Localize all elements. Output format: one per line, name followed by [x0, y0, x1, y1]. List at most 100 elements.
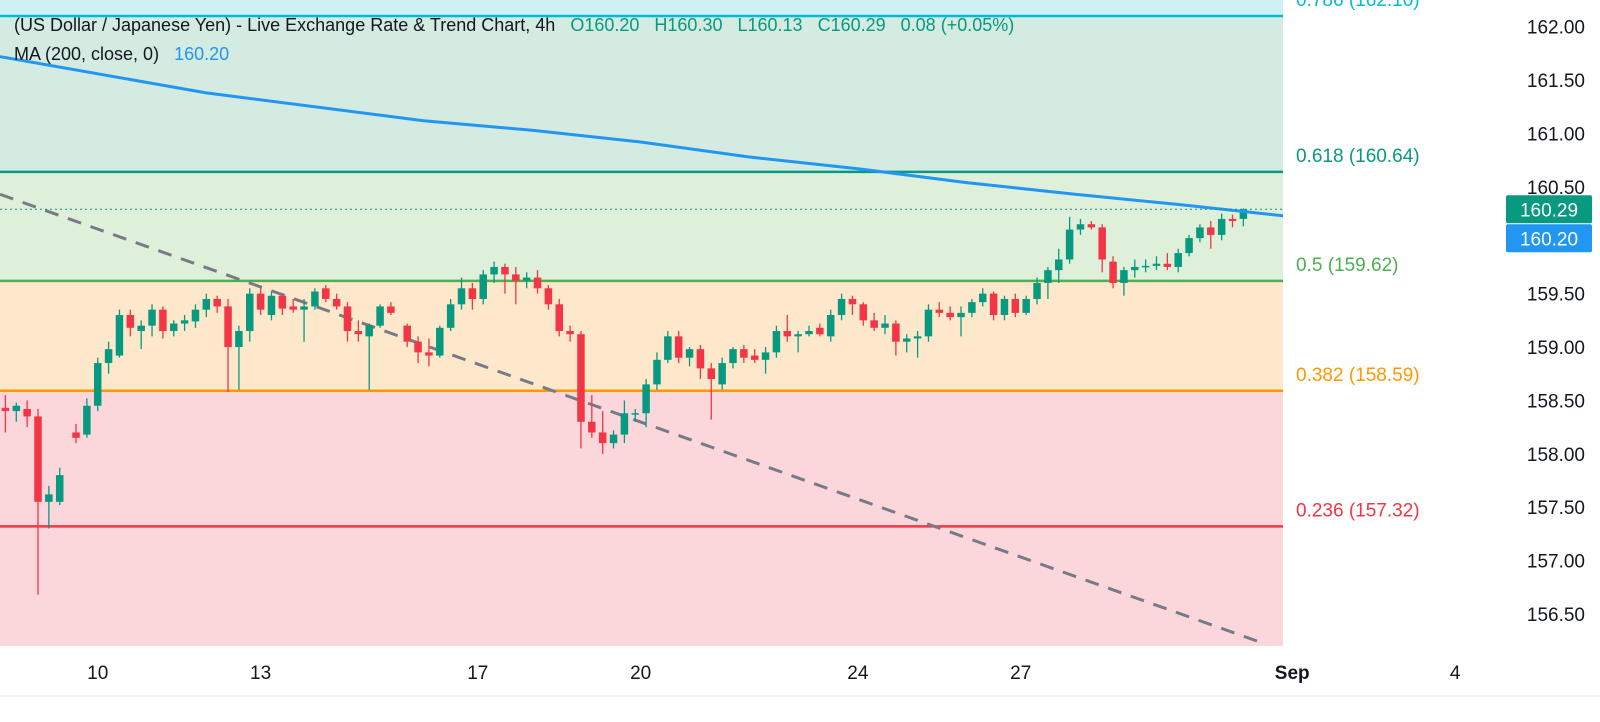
fib-zone-0.786 [0, 0, 1283, 17]
candle-body [115, 314, 124, 356]
candle [1174, 248, 1182, 273]
candle [1076, 218, 1085, 235]
candle-body [848, 298, 857, 305]
candle-body [978, 293, 987, 303]
price-tick-label: 161.50 [1527, 71, 1585, 92]
candle-body [729, 349, 737, 364]
ohlc-open: O160.20 [570, 15, 640, 35]
candle [935, 302, 944, 318]
candle [72, 423, 80, 444]
candle-body [968, 302, 976, 313]
price-tick-label: 158.50 [1527, 391, 1585, 412]
candle-body [148, 309, 156, 326]
candle [924, 304, 933, 342]
candle [881, 314, 889, 335]
indicator-legend: MA (200, close, 0) 160.20 [14, 44, 229, 65]
candle [946, 306, 954, 321]
candle-body [289, 306, 297, 310]
candle-body [642, 384, 650, 414]
candle [1055, 248, 1063, 283]
candle-body [72, 432, 80, 438]
candle [322, 285, 330, 303]
candle-body [924, 309, 933, 337]
candle [23, 400, 31, 428]
candle-body [1163, 263, 1172, 267]
candle-body [816, 327, 824, 335]
price-badge-bg [1506, 195, 1592, 224]
fibonacci-zone-fills [0, 0, 1283, 646]
candle-body [609, 434, 618, 444]
fib-zone-0.618 [0, 16, 1283, 172]
candle [457, 277, 466, 310]
candle-body [935, 309, 944, 313]
candle [729, 347, 737, 369]
fib-label-0.236: 0.236 (157.32) [1296, 500, 1420, 521]
candle-body [169, 323, 178, 332]
candle-body [191, 309, 200, 322]
candle [387, 302, 395, 315]
candle-body [12, 405, 21, 412]
candle [902, 334, 911, 353]
candle [34, 408, 42, 595]
candle-body [1098, 227, 1106, 260]
candle [913, 331, 922, 358]
candle [750, 349, 759, 364]
ma-200-line [0, 55, 1336, 221]
candle [311, 288, 319, 310]
candle [83, 398, 91, 438]
candle [577, 331, 585, 449]
candle-body [892, 323, 900, 342]
candle [169, 320, 178, 337]
candle-body [436, 327, 444, 356]
candle [1098, 224, 1106, 273]
descending-trendline [0, 192, 1266, 646]
candle-body [403, 325, 411, 342]
candle-body [1044, 270, 1052, 283]
candle [115, 309, 124, 358]
candle-body [1228, 218, 1237, 222]
fib-zone-0.236 [0, 390, 1283, 527]
candle [425, 338, 433, 367]
candle [794, 331, 802, 353]
candle-body [837, 298, 846, 315]
candle-body [859, 304, 868, 321]
candle [1228, 214, 1237, 228]
candle [376, 304, 384, 328]
candle-body [1120, 270, 1128, 283]
candle [685, 347, 694, 367]
candle-body [533, 277, 542, 289]
candle-body [1207, 227, 1215, 235]
time-tick-label: 10 [87, 663, 108, 684]
fib-label-0.5: 0.5 (159.62) [1296, 255, 1398, 276]
ma-indicator-label[interactable]: MA (200, close, 0) [14, 44, 160, 64]
symbol-legend: (US Dollar / Japanese Yen) - Live Exchan… [14, 15, 1014, 36]
time-tick-label: 17 [467, 663, 488, 684]
candle [1033, 277, 1041, 305]
candle-body [783, 331, 792, 337]
fibonacci-level-lines [0, 14, 1283, 528]
candle [816, 323, 824, 337]
candle-body [522, 277, 531, 281]
candle-body [246, 293, 254, 332]
time-axis-bg [0, 646, 1600, 696]
candle-body [104, 349, 113, 364]
candle-body [740, 349, 748, 358]
candle [631, 408, 640, 422]
candle [490, 261, 498, 283]
candle [365, 323, 373, 390]
candle [1163, 253, 1172, 271]
price-tick-label: 159.00 [1527, 338, 1585, 359]
candle-body [468, 288, 477, 299]
candle [1207, 221, 1215, 249]
candle-body [707, 368, 716, 380]
candle-body [414, 341, 422, 353]
candle-body [343, 306, 352, 332]
time-tick-label: 13 [250, 663, 271, 684]
candle-body [1141, 265, 1150, 268]
candle-body [354, 331, 363, 335]
candle [332, 293, 341, 310]
candle-body [322, 288, 330, 299]
candle [191, 304, 200, 328]
